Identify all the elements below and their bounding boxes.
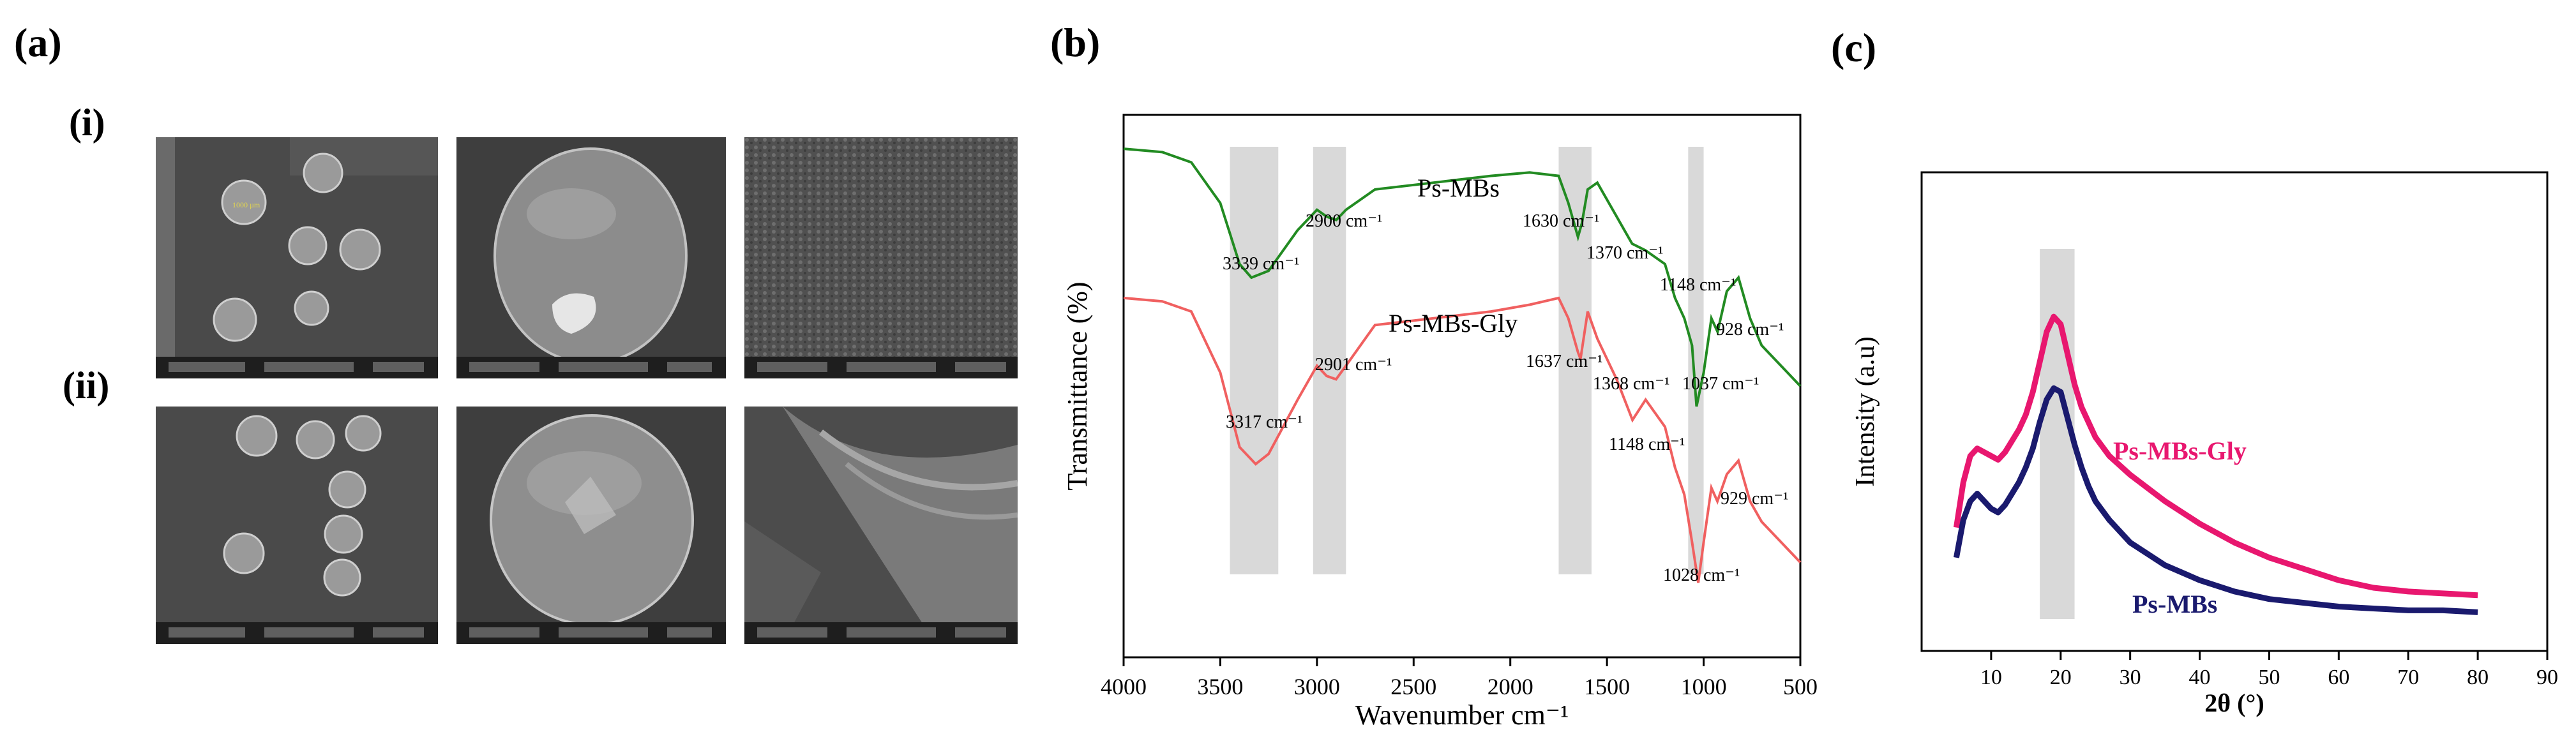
- xrd-x-tick-label: 70: [2397, 666, 2419, 689]
- xrd-y-axis-label: Intensity (a.u): [1851, 336, 1880, 487]
- ftir-label-928: 928 cm⁻¹: [1716, 320, 1784, 340]
- ftir-label-1637: 1637 cm⁻¹: [1526, 352, 1602, 371]
- ftir-x-tick-label: 2500: [1390, 674, 1436, 699]
- ftir-series-label-ps-mbs: Ps-MBs: [1417, 174, 1500, 202]
- ftir-label-3339: 3339 cm⁻¹: [1223, 254, 1299, 274]
- panel-a-label: (a): [14, 20, 62, 65]
- ftir-x-tick-label: 1500: [1584, 674, 1630, 699]
- sem-image-ii-overview: [156, 407, 438, 644]
- row-ii-label: (ii): [63, 364, 110, 407]
- ftir-shaded-band-4: [1688, 147, 1704, 574]
- ftir-label-1148-b: 1148 cm⁻¹: [1609, 435, 1685, 454]
- row-i-label: (i): [69, 101, 105, 144]
- ftir-series-line-ps-mbs: [1123, 147, 1802, 407]
- ftir-label-929: 929 cm⁻¹: [1721, 489, 1788, 509]
- xrd-x-tick-label: 60: [2328, 666, 2349, 689]
- xrd-series-label-ps-mbs-gly: Ps-MBs-Gly: [2113, 437, 2247, 465]
- xrd-x-tick-label: 40: [2189, 666, 2211, 689]
- ftir-x-axis-label: Wavenumber cm⁻¹: [1355, 699, 1569, 731]
- ftir-series-label-ps-mbs-gly: Ps-MBs-Gly: [1389, 309, 1518, 338]
- sem-image-ii-single-bead: [456, 407, 726, 644]
- sem-image-i-single-bead: [456, 137, 726, 378]
- ftir-x-tick-label: 3000: [1294, 674, 1340, 699]
- xrd-shaded-band: [2040, 249, 2075, 619]
- ftir-label-1630: 1630 cm⁻¹: [1523, 211, 1599, 231]
- xrd-x-tick-label: 20: [2050, 666, 2072, 689]
- ftir-x-tick-label: 1000: [1681, 674, 1727, 699]
- sem-image-i-overview: 1000 µm: [156, 137, 438, 378]
- sem-image-ii-surface: [744, 407, 1018, 644]
- xrd-series-line-ps-mbs: [1953, 385, 2478, 615]
- svg-text:1000 µm: 1000 µm: [232, 200, 260, 209]
- ftir-label-3317: 3317 cm⁻¹: [1226, 412, 1302, 432]
- ftir-shaded-band-3: [1558, 147, 1592, 574]
- ftir-label-2901: 2901 cm⁻¹: [1315, 355, 1392, 375]
- xrd-series-line-ps-mbs-gly: [1953, 313, 2478, 599]
- ftir-x-tick-label: 4000: [1101, 674, 1147, 699]
- ftir-x-tick-label: 500: [1783, 674, 1818, 699]
- ftir-label-2900: 2900 cm⁻¹: [1306, 211, 1382, 231]
- xrd-chart: 10 20 30 40 50 60 70 80 90 2θ (°) Intensity (a.u…: [1851, 171, 2558, 717]
- ftir-x-tick-label: 3500: [1197, 674, 1243, 699]
- ftir-series-line-ps-mbs-gly: [1123, 296, 1802, 583]
- xrd-x-tick-label: 30: [2120, 666, 2141, 689]
- xrd-x-tick-label: 80: [2467, 666, 2489, 689]
- panel-b-label: (b): [1050, 20, 1101, 65]
- ftir-chart: 4000 3500 3000 2500 2000 1500 1000 500 Wavenumb…: [1062, 114, 1818, 731]
- ftir-x-tick-label: 2000: [1488, 674, 1533, 699]
- xrd-plot-frame: [1920, 171, 2549, 652]
- xrd-x-tick-label: 50: [2258, 666, 2280, 689]
- ftir-label-1370: 1370 cm⁻¹: [1586, 243, 1663, 263]
- ftir-label-1037: 1037 cm⁻¹: [1682, 374, 1759, 394]
- sem-image-i-surface: [744, 137, 1018, 378]
- ftir-label-1368: 1368 cm⁻¹: [1593, 374, 1669, 394]
- panel-c-label: (c): [1831, 25, 1877, 70]
- ftir-shaded-band-1: [1230, 147, 1279, 574]
- xrd-x-tick-label: 90: [2536, 666, 2558, 689]
- ftir-label-1028: 1028 cm⁻¹: [1663, 565, 1740, 585]
- ftir-label-1148-a: 1148 cm⁻¹: [1660, 275, 1736, 295]
- xrd-x-tick-label: 10: [1980, 666, 2002, 689]
- xrd-series-label-ps-mbs: Ps-MBs: [2132, 590, 2217, 618]
- ftir-y-axis-label: Transmittance (%): [1062, 281, 1093, 490]
- xrd-x-axis-label: 2θ (°): [2204, 689, 2264, 717]
